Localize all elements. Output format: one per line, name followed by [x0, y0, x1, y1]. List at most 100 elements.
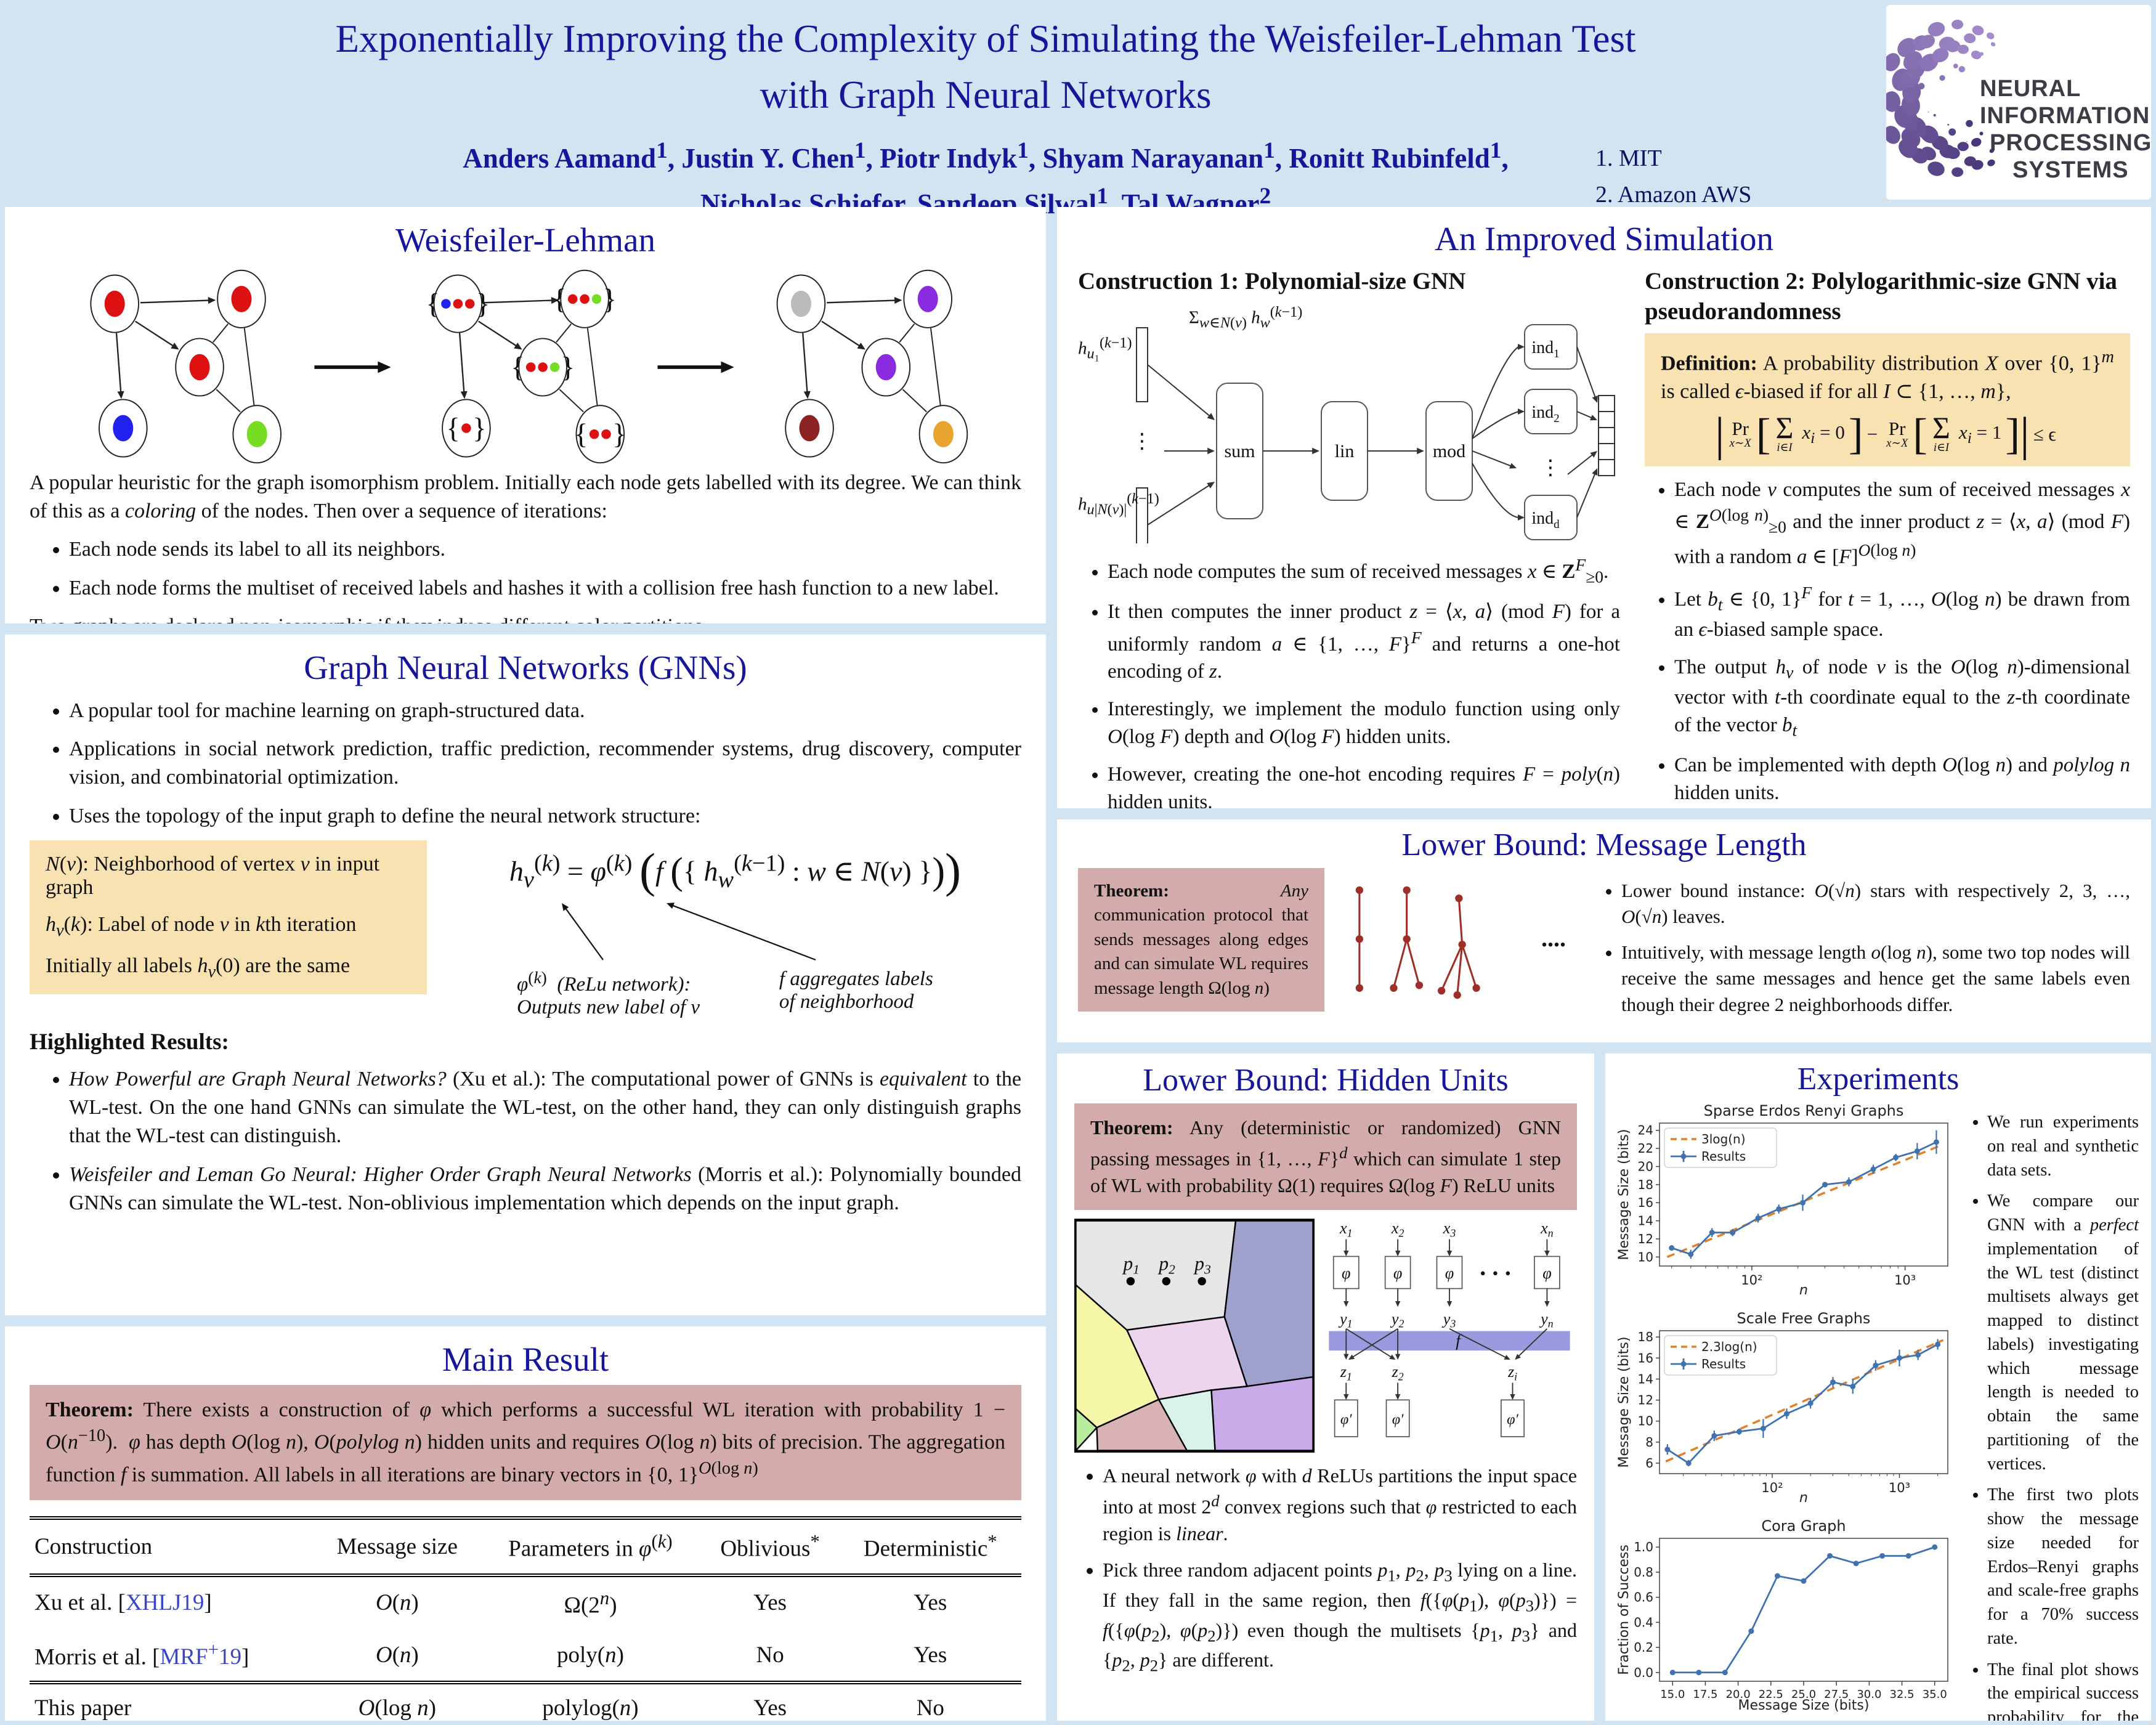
- cell-parameters: Ω(2n): [564, 1587, 617, 1618]
- gnn-notation-3: Initially all labels hv(0) are the same: [46, 954, 351, 981]
- cell-message-size: O(n): [314, 1629, 480, 1685]
- cell-oblivious: Yes: [753, 1590, 787, 1616]
- wl-title: Weisfeiler-Lehman: [395, 221, 656, 259]
- svg-text:10: 10: [1638, 1249, 1653, 1264]
- cell-deterministic: Yes: [839, 1629, 1021, 1685]
- cell-deterministic: Yes: [914, 1590, 947, 1616]
- panel-experiments: Experiments Sparse Erdos Renyi Graphs 10 1…: [1605, 1053, 2151, 1721]
- svg-text:Sparse Erdos Renyi Graphs: Sparse Erdos Renyi Graphs: [1704, 1102, 1904, 1119]
- gnn-message-network-diagram: x1 x2 x3 xn φ φ φ φ • • • y1 y2 y3 yn f z1 z2 zi φ′ φ′ φ′: [1329, 1219, 1570, 1438]
- affiliation-1: 1. MIT: [1595, 145, 1662, 171]
- svg-text:z1: z1: [1340, 1363, 1352, 1382]
- svg-text:18: 18: [1638, 1177, 1653, 1192]
- svg-text:}: }: [476, 288, 490, 320]
- cell-oblivious: No: [700, 1629, 840, 1685]
- svg-text:φ: φ: [1445, 1264, 1454, 1282]
- svg-text:φ: φ: [1342, 1264, 1350, 1282]
- svg-text:10³: 10³: [1894, 1273, 1916, 1288]
- svg-text:20: 20: [1638, 1159, 1653, 1174]
- table-header-message-size: Message size: [314, 1516, 480, 1577]
- svg-text:16: 16: [1638, 1350, 1653, 1365]
- svg-text:{: {: [574, 418, 588, 450]
- con1-bullet-2: It then computes the inner product z = ⟨…: [1108, 598, 1620, 686]
- svg-text:10³: 10³: [1889, 1480, 1910, 1495]
- formula-annotation-arrows-svg: [561, 903, 816, 960]
- cell-construction[interactable]: Morris et al. [MRF+19]: [30, 1629, 315, 1685]
- svg-text:12: 12: [1638, 1232, 1653, 1246]
- svg-text:10²: 10²: [1741, 1273, 1762, 1288]
- svg-text:}: }: [612, 418, 626, 450]
- svg-text:x1: x1: [1339, 1219, 1352, 1239]
- poster-header: Exponentially Improving the Complexity o…: [0, 0, 2156, 219]
- svg-text:14: 14: [1638, 1214, 1653, 1228]
- svg-text:⋮: ⋮: [1132, 429, 1153, 453]
- svg-text:y1: y1: [1338, 1310, 1352, 1330]
- svg-text:6: 6: [1645, 1456, 1653, 1471]
- wl-paragraph: A popular heuristic for the graph isomor…: [30, 471, 1021, 523]
- hidden-bullet-2: Pick three random adjacent points p1, p2…: [1103, 1557, 1577, 1677]
- wl-bullet-2: Each node forms the multiset of received…: [69, 574, 1021, 603]
- svg-text:{: {: [511, 352, 524, 384]
- svg-text:0.6: 0.6: [1634, 1590, 1653, 1605]
- cell-construction: This paper: [30, 1682, 315, 1721]
- svg-text:x3: x3: [1443, 1219, 1456, 1239]
- svg-text:14: 14: [1638, 1371, 1653, 1386]
- table-header-construction: Construction: [30, 1516, 315, 1577]
- svg-text:24: 24: [1638, 1123, 1653, 1138]
- gnn-bullet-1: A popular tool for machine learning on g…: [69, 697, 1021, 725]
- svg-text:n: n: [1799, 1283, 1808, 1298]
- svg-text:φ′: φ′: [1340, 1411, 1352, 1428]
- svg-text:18: 18: [1638, 1329, 1653, 1344]
- chart-scale-free: Scale Free Graphs 6 8 10 12 14 16 18 10² 10³ n Mess…: [1616, 1309, 1955, 1512]
- svg-text:xn: xn: [1540, 1219, 1554, 1239]
- hidden-title: Lower Bound: Hidden Units: [1143, 1063, 1509, 1098]
- gnn-bullet-3: Uses the topology of the input graph to …: [69, 802, 1021, 830]
- wl-bullet-1: Each node sends its label to all its nei…: [69, 535, 1021, 564]
- epsilon-biased-definition-box: Definition: A probability distribution X…: [1645, 333, 2130, 466]
- svg-text:p1: p1: [1122, 1253, 1140, 1277]
- svg-text:mod: mod: [1433, 441, 1465, 461]
- svg-text:φ′: φ′: [1507, 1411, 1518, 1428]
- svg-text:30.0: 30.0: [1857, 1688, 1881, 1701]
- gnn-notation-box: N(v): Neighborhood of vertex v in input …: [30, 840, 427, 994]
- svg-text:Results: Results: [1701, 1357, 1746, 1371]
- affiliation-2: 2. Amazon AWS: [1595, 181, 1752, 208]
- highlighted-result-2: Weisfeiler and Leman Go Neural: Higher O…: [69, 1161, 1021, 1217]
- con1-sum-formula-label: Σw∈N(v) hw(k−1): [1189, 303, 1303, 331]
- gnn-notation-2: hv(k): Label of node v in kth iteration: [46, 912, 357, 940]
- hidden-bullet-1: A neural network φ with d ReLUs partitio…: [1103, 1463, 1577, 1547]
- ellipsis-dots: ....: [1541, 924, 1566, 952]
- svg-text:PROCESSING: PROCESSING: [1990, 130, 2151, 156]
- panel-improved-simulation: An Improved Simulation Construction 1: P…: [1057, 207, 2151, 808]
- main-theorem-box: Theorem: There exists a construction of …: [30, 1385, 1021, 1501]
- table-header-deterministic: Deterministic*: [839, 1516, 1021, 1577]
- table-header-oblivious: Oblivious*: [700, 1516, 840, 1577]
- gnn-annotation-left: φ(k) (ReLu network): Outputs new label of…: [517, 967, 700, 1018]
- svg-text:}: }: [561, 352, 575, 384]
- svg-text:0.0: 0.0: [1634, 1665, 1653, 1680]
- svg-text:{: {: [446, 413, 460, 445]
- con2-bullet-4: Can be implemented with depth O(log n) a…: [1674, 752, 2130, 807]
- svg-text:2.3log(n): 2.3log(n): [1701, 1339, 1757, 1354]
- svg-text:3log(n): 3log(n): [1701, 1132, 1746, 1147]
- svg-text:0.4: 0.4: [1634, 1615, 1653, 1630]
- hidden-theorem-box: Theorem: Any (deterministic or randomize…: [1074, 1103, 1577, 1211]
- results-table: Construction Message size Parameters in …: [30, 1516, 1021, 1721]
- svg-text:p3: p3: [1193, 1253, 1211, 1277]
- highlighted-results-label: Highlighted Results:: [30, 1029, 229, 1055]
- svg-text:φ: φ: [1393, 1264, 1402, 1282]
- panel-weisfeiler-lehman: Weisfeiler-Lehman {} {} {} {} {} A popular h…: [5, 207, 1046, 623]
- svg-text:SYSTEMS: SYSTEMS: [2012, 157, 2129, 183]
- svg-text:Fraction of Success: Fraction of Success: [1618, 1544, 1632, 1675]
- svg-text:z2: z2: [1392, 1363, 1404, 1382]
- svg-text:x2: x2: [1391, 1219, 1404, 1239]
- cell-deterministic: No: [839, 1682, 1021, 1721]
- poster-title-line1: Exponentially Improving the Complexity o…: [335, 17, 1636, 60]
- svg-text:Message Size (bits): Message Size (bits): [1618, 1129, 1632, 1260]
- panel-main-result: Main Result Theorem: There exists a cons…: [5, 1326, 1046, 1721]
- svg-text:12: 12: [1638, 1393, 1653, 1408]
- cell-construction[interactable]: Xu et al. [XHLJ19]: [34, 1590, 212, 1616]
- svg-text:Scale Free Graphs: Scale Free Graphs: [1737, 1310, 1871, 1327]
- construction2-heading: Construction 2: Polylogarithmic-size GNN…: [1645, 268, 2117, 325]
